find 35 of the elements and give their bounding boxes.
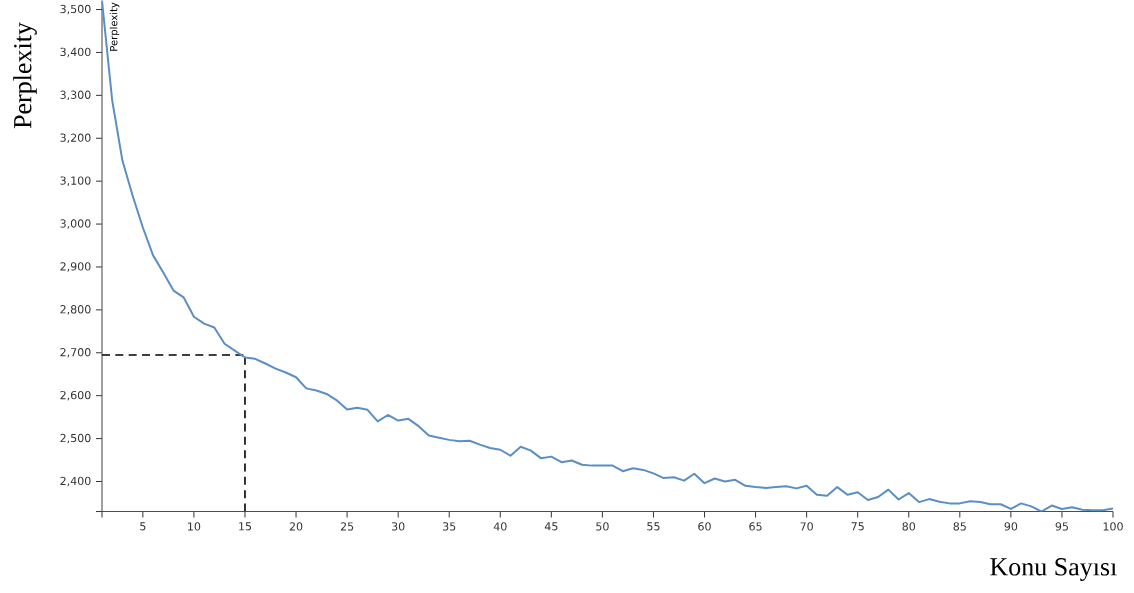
- x-tick-label: 85: [953, 522, 966, 531]
- y-tick-label: 2,600: [60, 391, 91, 401]
- y-tick-label: 2,700: [60, 348, 91, 358]
- x-tick-label: 70: [800, 522, 813, 531]
- x-tick-label: 10: [188, 522, 201, 531]
- x-tick-label: 95: [1055, 522, 1068, 531]
- x-tick-label: 80: [902, 522, 916, 531]
- annotation: Perplexity: [109, 2, 120, 51]
- x-tick-label: 45: [544, 522, 558, 531]
- x-tick-label: 60: [698, 522, 711, 531]
- x-axis-title: Konu Sayısı: [990, 558, 1117, 582]
- x-tick-label: 20: [289, 522, 303, 531]
- y-tick-label: 2,500: [60, 434, 91, 444]
- y-tick-label: 2,400: [60, 476, 91, 487]
- x-tick-label: 40: [493, 522, 507, 531]
- x-tick-label: 90: [1004, 522, 1018, 531]
- x-tick-label: 5: [140, 522, 146, 531]
- x-tick-label: 25: [340, 522, 354, 531]
- x-tick-label: 65: [749, 522, 762, 531]
- y-tick-label: 3,200: [60, 133, 91, 144]
- y-tick-label: 3,000: [60, 219, 91, 230]
- x-tick-label: 30: [391, 522, 405, 531]
- x-tick-label: 15: [239, 522, 252, 531]
- y-tick-label: 3,100: [60, 176, 91, 187]
- y-tick-label: 2,900: [60, 262, 91, 272]
- x-tick-label: 75: [851, 522, 864, 531]
- y-tick-label: 3,300: [60, 90, 91, 101]
- y-axis-title: Perplexity: [13, 22, 37, 129]
- y-tick-label: 3,400: [60, 47, 91, 58]
- x-tick-label: 100: [1103, 522, 1123, 531]
- y-tick-label: 2,800: [60, 305, 91, 315]
- x-tick-label: 50: [596, 522, 609, 531]
- y-tick-label: 3,500: [60, 5, 91, 15]
- x-tick-label: 55: [647, 522, 660, 531]
- x-tick-label: 35: [443, 522, 456, 531]
